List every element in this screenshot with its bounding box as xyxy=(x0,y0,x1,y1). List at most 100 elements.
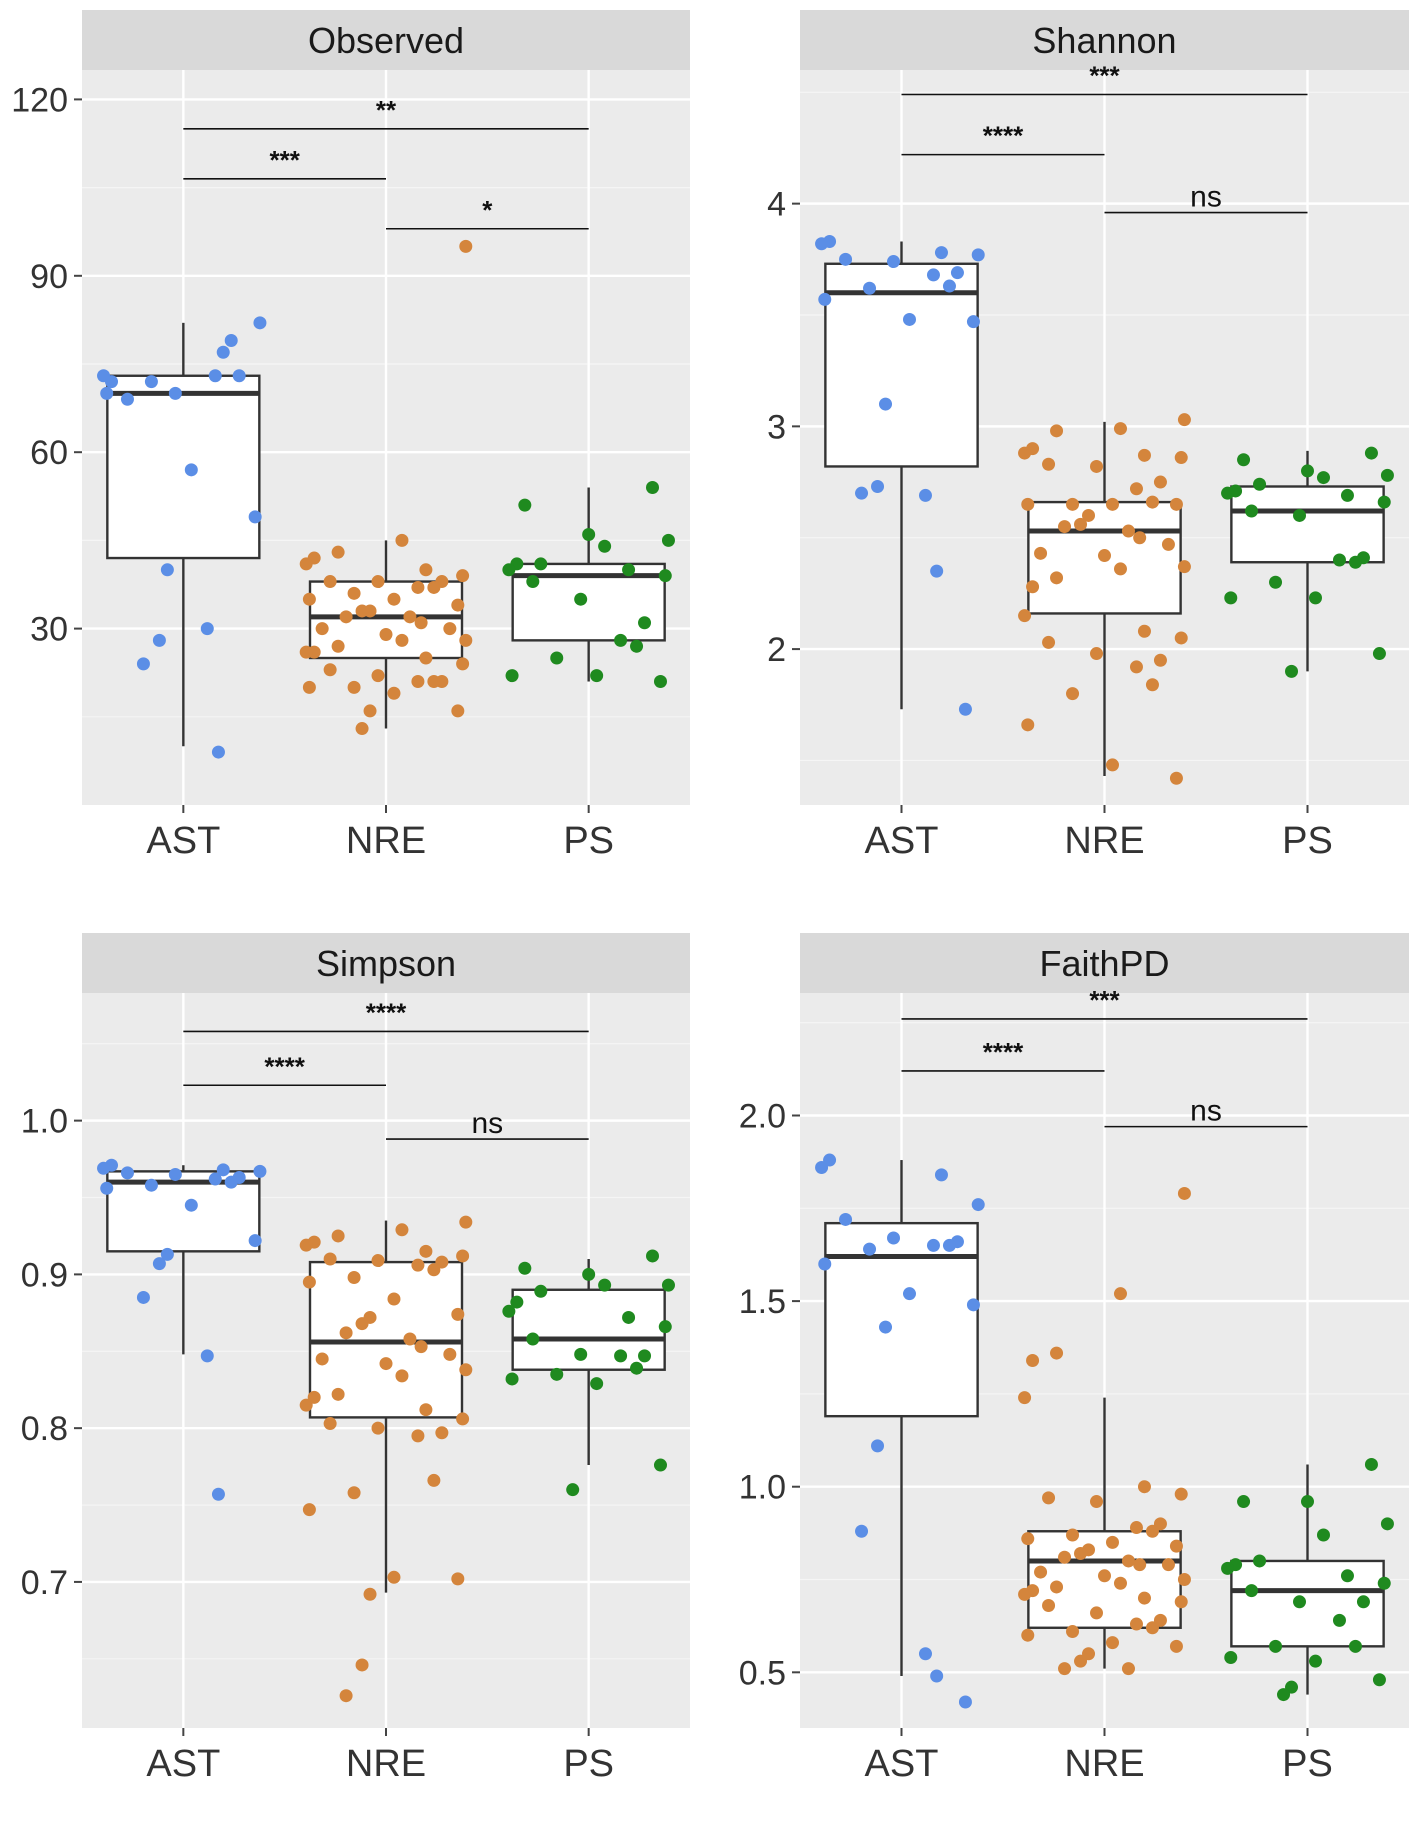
data-point xyxy=(653,1458,667,1472)
data-point xyxy=(100,386,114,400)
data-point xyxy=(363,704,377,718)
data-point xyxy=(1098,549,1111,563)
data-point xyxy=(451,704,465,718)
data-point xyxy=(658,1320,672,1334)
data-point xyxy=(1018,446,1032,460)
data-point xyxy=(1174,451,1188,465)
data-point xyxy=(331,639,345,653)
data-point xyxy=(510,1295,524,1309)
y-tick-label: 60 xyxy=(30,434,68,472)
data-point xyxy=(1174,631,1188,645)
data-point xyxy=(1074,517,1088,531)
data-point xyxy=(160,1247,174,1261)
data-point xyxy=(534,1284,548,1298)
y-tick-label: 0.5 xyxy=(739,1654,786,1692)
data-point xyxy=(1237,453,1251,467)
significance-label: **** xyxy=(366,997,407,1027)
y-tick-label: 2 xyxy=(767,631,786,669)
data-point xyxy=(355,722,369,736)
data-point xyxy=(1042,457,1056,471)
data-point xyxy=(395,533,409,547)
data-point xyxy=(598,539,612,553)
data-point xyxy=(1301,1495,1314,1509)
data-point xyxy=(1224,1650,1238,1664)
data-point xyxy=(1133,1558,1147,1572)
data-point xyxy=(871,1439,885,1453)
data-point xyxy=(1356,1595,1370,1609)
data-point xyxy=(1113,562,1127,576)
data-point xyxy=(930,1669,944,1683)
x-tick-label: PS xyxy=(1282,820,1333,862)
x-tick-label: AST xyxy=(146,1743,220,1785)
data-point xyxy=(1137,448,1151,462)
data-point xyxy=(1145,1621,1159,1635)
data-point xyxy=(395,1369,409,1383)
significance-label: *** xyxy=(269,145,300,175)
data-point xyxy=(253,316,267,330)
data-point xyxy=(419,1403,433,1417)
significance-label: *** xyxy=(1089,61,1120,91)
data-point xyxy=(387,1292,401,1306)
data-point xyxy=(1129,1617,1143,1631)
points-ast xyxy=(97,316,267,759)
data-point xyxy=(966,315,980,329)
data-point xyxy=(184,463,198,477)
data-point xyxy=(1253,1554,1267,1568)
data-point xyxy=(646,480,660,494)
significance-label: ns xyxy=(471,1107,503,1140)
data-point xyxy=(120,392,134,406)
data-point xyxy=(1026,580,1040,594)
data-point xyxy=(1042,635,1056,649)
data-point xyxy=(395,1223,409,1237)
data-point xyxy=(363,1587,377,1601)
data-point xyxy=(136,1290,150,1304)
data-point xyxy=(411,1258,425,1272)
data-point xyxy=(1177,413,1191,427)
data-point xyxy=(1066,497,1080,511)
data-point xyxy=(930,564,944,578)
data-point xyxy=(1113,1287,1127,1301)
data-point xyxy=(1301,464,1314,478)
data-point xyxy=(339,610,353,624)
data-point xyxy=(1174,1595,1188,1609)
data-point xyxy=(136,657,150,671)
data-point xyxy=(1090,1495,1104,1509)
x-tick-label: AST xyxy=(146,820,220,862)
y-tick-label: 2.0 xyxy=(739,1098,786,1136)
data-point xyxy=(526,1332,540,1346)
data-point xyxy=(1145,678,1159,692)
data-point xyxy=(403,610,417,624)
data-point xyxy=(1177,1573,1191,1587)
data-point xyxy=(1121,1554,1135,1568)
data-point xyxy=(1074,1654,1088,1668)
data-point xyxy=(427,1263,441,1277)
points-nre xyxy=(1018,413,1191,785)
data-point xyxy=(302,592,316,606)
significance-label: ns xyxy=(1190,181,1222,214)
data-point xyxy=(1090,647,1104,661)
data-point xyxy=(144,1178,158,1192)
points-ps xyxy=(502,480,675,689)
y-tick-label: 0.7 xyxy=(21,1564,68,1602)
data-point xyxy=(1129,1521,1143,1535)
data-point xyxy=(1021,497,1035,511)
data-point xyxy=(1221,1561,1235,1575)
data-point xyxy=(1082,508,1096,522)
data-point xyxy=(1277,1688,1291,1702)
data-point xyxy=(323,1417,337,1431)
data-point xyxy=(1377,495,1391,509)
data-point xyxy=(419,563,433,577)
data-point xyxy=(1221,486,1235,500)
data-point xyxy=(211,1487,225,1501)
points-ps xyxy=(1221,1457,1394,1702)
x-tick-label: NRE xyxy=(1064,1743,1144,1785)
x-tick-label: PS xyxy=(1282,1743,1333,1785)
data-point xyxy=(926,1238,940,1252)
data-point xyxy=(1340,1569,1354,1583)
data-point xyxy=(902,312,916,326)
data-point xyxy=(1058,1550,1072,1564)
data-point xyxy=(1121,524,1135,538)
significance-label: ns xyxy=(1190,1095,1222,1128)
y-tick-label: 4 xyxy=(767,186,786,224)
